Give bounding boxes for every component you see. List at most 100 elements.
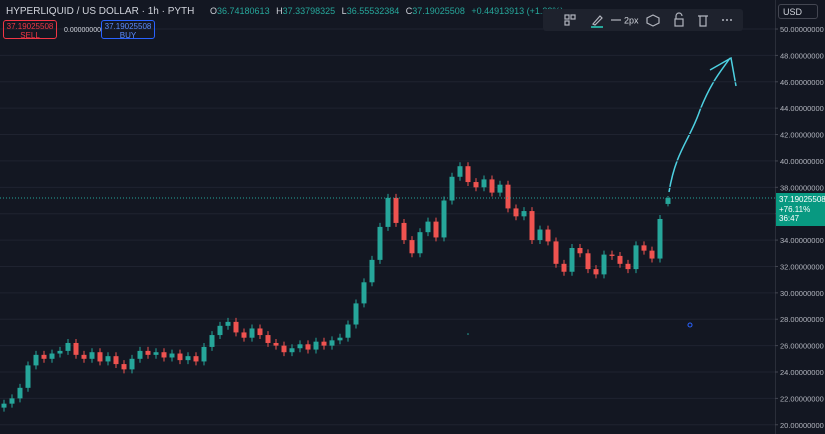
candle-body xyxy=(1,403,7,408)
candle-body xyxy=(529,211,535,241)
y-tick-label: 34.00000000 xyxy=(780,236,824,245)
ohlc-value: 37.33798325 xyxy=(282,6,336,16)
y-tick-label: 30.00000000 xyxy=(780,289,824,298)
candle-body xyxy=(9,398,15,404)
ohlc-value: 36.55532384 xyxy=(346,6,400,16)
candle-body xyxy=(97,352,103,362)
ohlc-key: C xyxy=(405,6,413,16)
candle-body xyxy=(401,222,407,241)
candle-body xyxy=(649,250,655,259)
candle-body xyxy=(73,342,79,355)
sell-button[interactable]: 37.19025508 SELL xyxy=(3,20,57,40)
candle-body xyxy=(121,364,127,370)
toolbar-icons: 2px xyxy=(564,12,732,28)
line-width[interactable]: 2px xyxy=(624,16,639,26)
y-tick-label: 20.00000000 xyxy=(780,421,824,430)
candle-body xyxy=(289,348,295,353)
candle-body xyxy=(353,303,359,325)
candle-body xyxy=(505,184,511,209)
y-tick-label: 26.00000000 xyxy=(780,342,824,351)
candle-body xyxy=(385,197,391,227)
candle-body xyxy=(177,353,183,361)
candle-body xyxy=(337,337,343,341)
candle-body xyxy=(25,365,31,388)
candle-body xyxy=(49,353,55,359)
candle-body xyxy=(601,254,607,275)
candle-body xyxy=(585,253,591,270)
last-price: 37.19025508 xyxy=(779,195,825,204)
buy-price: 37.19025508 xyxy=(104,22,152,31)
drawn-arrow xyxy=(668,57,731,193)
candle-body xyxy=(305,344,311,350)
candle-body xyxy=(417,232,423,254)
y-tick-label: 48.00000000 xyxy=(780,51,824,60)
marker-dot xyxy=(687,322,693,328)
currency-select[interactable]: USD xyxy=(778,4,818,19)
candle-body xyxy=(161,352,167,358)
candle-body xyxy=(377,226,383,260)
marker-dot xyxy=(467,333,469,335)
candle-body xyxy=(265,335,271,343)
candle-body xyxy=(241,332,247,338)
candle-body xyxy=(577,248,583,254)
candle-body xyxy=(425,221,431,233)
candle-body xyxy=(497,184,503,193)
candle-body xyxy=(113,356,119,365)
candle-body xyxy=(521,211,527,217)
y-tick-label: 42.00000000 xyxy=(780,131,824,140)
candle-body xyxy=(481,179,487,188)
candle-body xyxy=(617,255,623,264)
candle-body xyxy=(345,324,351,338)
candle-body xyxy=(281,345,287,353)
candle-body xyxy=(409,240,415,254)
candle-body xyxy=(641,245,647,251)
last-price-label: 37.19025508 +76.11% 36:47 xyxy=(776,193,825,226)
candle-body xyxy=(665,198,671,204)
candle-body xyxy=(329,340,335,346)
y-tick-label: 38.00000000 xyxy=(780,183,824,192)
candle-body xyxy=(273,342,279,346)
y-tick-label: 44.00000000 xyxy=(780,104,824,113)
candle-body xyxy=(33,354,39,366)
candle-body xyxy=(129,358,135,370)
candle-body xyxy=(457,166,463,177)
candle-body xyxy=(89,352,95,359)
candle-body xyxy=(137,350,143,359)
symbol-header: HYPERLIQUID / US DOLLAR · 1h · PYTH xyxy=(6,6,197,17)
ohlc-legend: O36.74180613 H37.33798325 L36.55532384 C… xyxy=(210,6,567,16)
candle-body xyxy=(209,335,215,347)
y-tick-label: 32.00000000 xyxy=(780,262,824,271)
candle-body xyxy=(449,176,455,201)
candle-body xyxy=(81,354,87,359)
candle-body xyxy=(473,182,479,188)
candle-body xyxy=(65,342,71,351)
candle-body xyxy=(257,328,263,336)
buy-label: BUY xyxy=(119,31,137,40)
candle-body xyxy=(57,350,63,354)
candle-body xyxy=(489,179,495,193)
plot-layer: 20.00000000 22.00000000 24.00000000 26.0000… xyxy=(0,25,824,430)
ohlc-value: 36.74180613 xyxy=(217,6,270,16)
candle-body xyxy=(201,346,207,362)
candle-body xyxy=(321,341,327,346)
candle-body xyxy=(153,352,159,355)
candle-body xyxy=(609,254,615,256)
candle-body xyxy=(633,245,639,270)
candle-body xyxy=(41,354,47,359)
y-tick-label: 50.00000000 xyxy=(780,25,824,34)
candle-body xyxy=(393,197,399,223)
buy-button[interactable]: 37.19025508 BUY xyxy=(101,20,155,40)
y-tick-label: 40.00000000 xyxy=(780,157,824,166)
candle-body xyxy=(105,356,111,362)
ohlc-value: 37.19025508 xyxy=(412,6,465,16)
ohlc-key: L xyxy=(341,6,347,16)
candle-body xyxy=(625,263,631,270)
countdown: 36:47 xyxy=(779,214,800,223)
y-tick-label: 46.00000000 xyxy=(780,78,824,87)
candle-body xyxy=(17,387,23,399)
candle-body xyxy=(297,344,303,349)
spread: 0.00000000 xyxy=(64,27,101,34)
candle-body xyxy=(169,353,175,358)
